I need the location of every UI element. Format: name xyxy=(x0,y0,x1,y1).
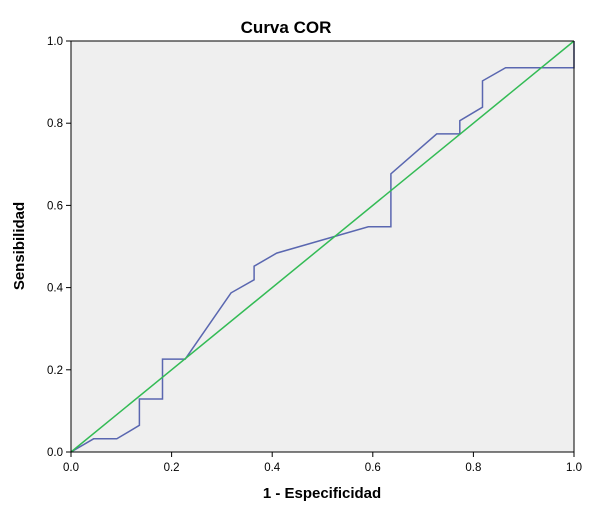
y-tick-label: 0.2 xyxy=(47,365,63,377)
x-tick-label: 0.8 xyxy=(465,462,481,474)
chart-title: Curva COR xyxy=(241,18,332,37)
x-tick-label: 0.0 xyxy=(63,462,79,474)
plot-lines xyxy=(70,40,575,453)
x-axis-ticks: 0.0 0.2 0.4 0.6 0.8 1.0 xyxy=(63,452,582,474)
roc-curve-line xyxy=(70,41,575,453)
y-axis-ticks: 0.0 0.2 0.4 0.6 0.8 1.0 xyxy=(47,36,71,459)
x-tick-label: 0.2 xyxy=(164,462,180,474)
y-tick-label: 0.6 xyxy=(47,200,63,212)
y-tick-label: 0.8 xyxy=(47,118,63,130)
reference-diagonal-line xyxy=(70,40,575,453)
y-tick-label: 1.0 xyxy=(47,36,63,48)
x-tick-label: 0.6 xyxy=(365,462,381,474)
x-tick-label: 0.4 xyxy=(264,462,281,474)
y-tick-label: 0.0 xyxy=(47,447,63,459)
y-tick-label: 0.4 xyxy=(47,283,64,295)
x-axis-label: 1 - Especificidad xyxy=(263,485,381,502)
x-tick-label: 1.0 xyxy=(566,462,582,474)
y-axis-label: Sensibilidad xyxy=(11,202,28,290)
